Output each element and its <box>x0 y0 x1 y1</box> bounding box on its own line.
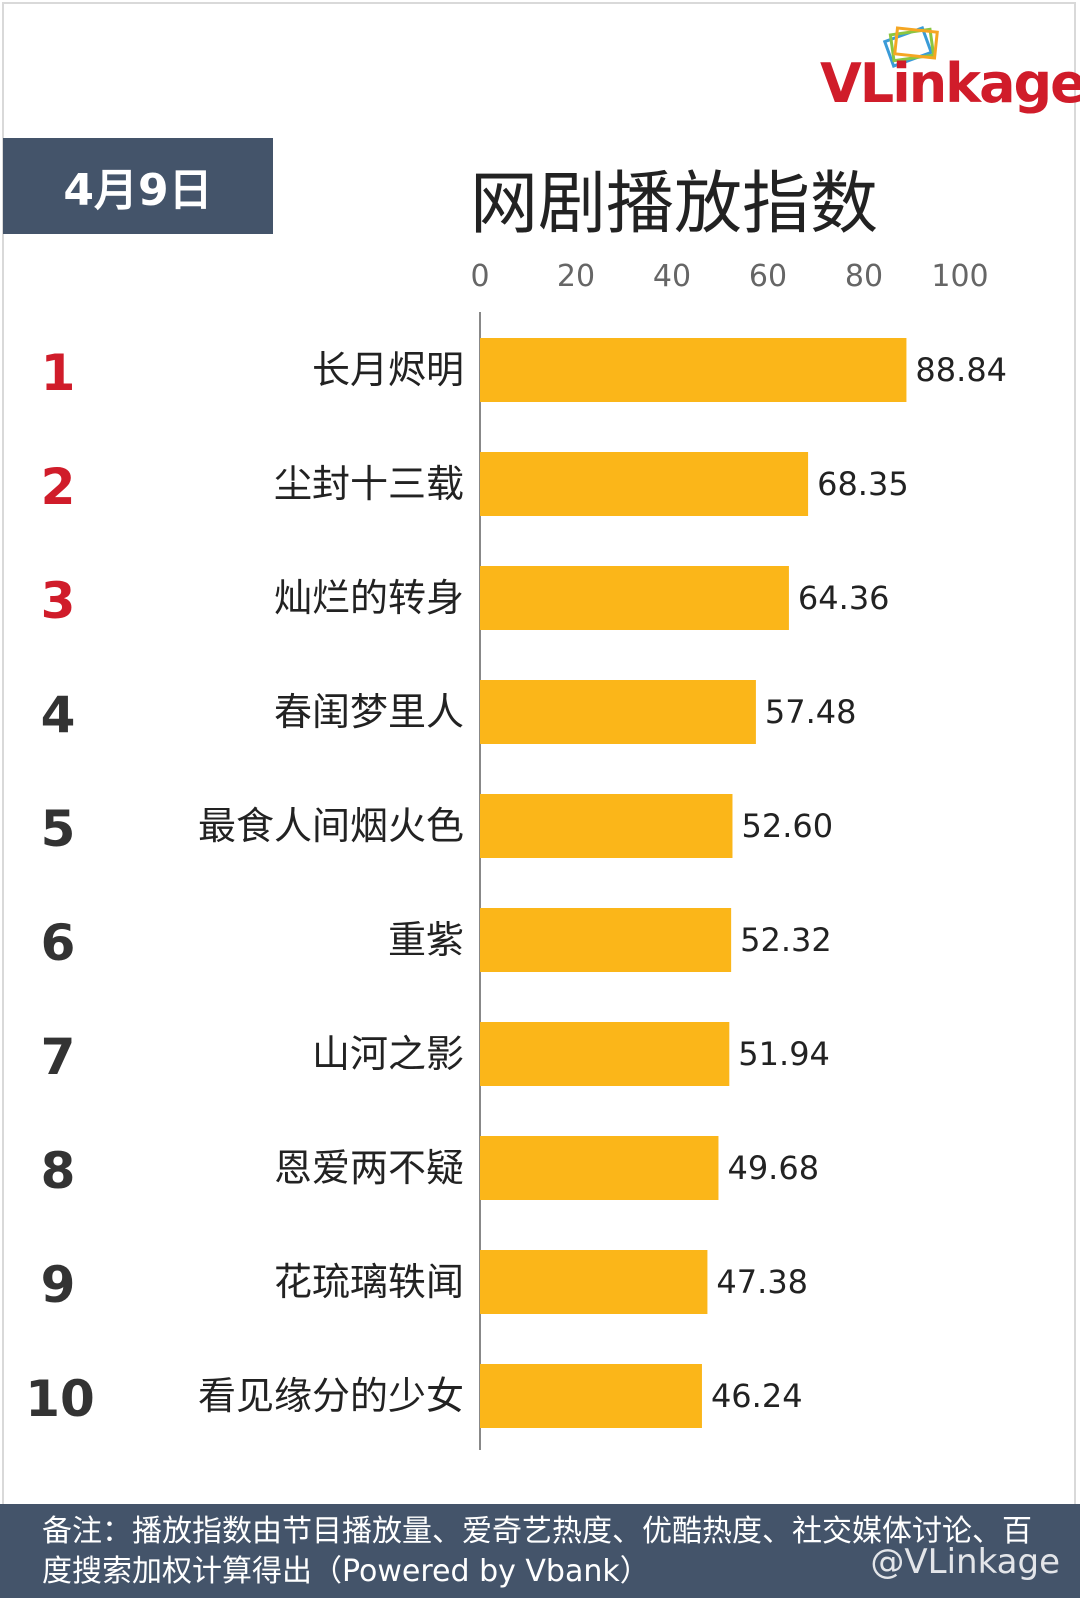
value-label: 52.60 <box>741 807 833 845</box>
category-label: 恩爱两不疑 <box>274 1146 464 1190</box>
chart-title: 网剧播放指数 <box>470 165 879 244</box>
value-label: 46.24 <box>711 1377 803 1415</box>
category-label: 最食人间烟火色 <box>198 804 464 848</box>
category-label: 重紫 <box>388 918 464 962</box>
value-label: 68.35 <box>817 465 909 503</box>
category-label: 山河之影 <box>312 1032 464 1076</box>
stacked-cards-icon <box>882 26 939 68</box>
category-label: 尘封十三载 <box>274 462 464 506</box>
bar <box>480 1136 719 1200</box>
value-label: 88.84 <box>915 351 1007 389</box>
rank-number: 8 <box>41 1142 76 1200</box>
value-label: 57.48 <box>765 693 857 731</box>
rank-number: 10 <box>25 1370 95 1428</box>
bar-chart: 0 20 40 60 80 100 1 长月烬明 88.84 2 尘封十三载 68.35 3 灿烂的转身 6… <box>25 259 1007 1450</box>
x-tick-label: 0 <box>470 259 489 294</box>
bar <box>480 338 907 402</box>
vlinkage-logo: VLinkage <box>820 20 1080 120</box>
value-label: 49.68 <box>727 1149 819 1187</box>
bar <box>480 794 733 858</box>
x-tick-label: 60 <box>749 259 787 294</box>
value-label: 64.36 <box>798 579 890 617</box>
category-label: 长月烬明 <box>312 348 464 392</box>
bar <box>480 908 732 972</box>
rank-number: 4 <box>41 686 76 744</box>
x-tick-label: 100 <box>931 259 988 294</box>
bar <box>480 1022 730 1086</box>
rank-number: 9 <box>41 1256 76 1314</box>
x-tick-label: 20 <box>557 259 595 294</box>
category-label: 看见缘分的少女 <box>198 1374 464 1418</box>
watermark: @VLinkage <box>870 1542 1060 1582</box>
footer-note: 备注：播放指数由节目播放量、爱奇艺热度、优酷热度、社交媒体讨论、百度搜索加权计算… <box>0 1504 1080 1598</box>
value-label: 51.94 <box>738 1035 830 1073</box>
bar <box>480 566 789 630</box>
bar <box>480 452 809 516</box>
rank-number: 6 <box>41 914 76 972</box>
x-tick-label: 40 <box>653 259 691 294</box>
value-label: 52.32 <box>740 921 832 959</box>
date-label: 4月9日 <box>63 165 213 216</box>
date-badge: 4月9日 <box>3 138 273 234</box>
rank-number: 2 <box>41 458 76 516</box>
rank-number: 5 <box>41 800 76 858</box>
category-label: 春闺梦里人 <box>274 690 464 734</box>
category-label: 灿烂的转身 <box>274 576 464 620</box>
x-tick-label: 80 <box>845 259 883 294</box>
bar <box>480 1364 702 1428</box>
logo-text: VLinkage <box>820 52 1080 115</box>
category-label: 花琉璃轶闻 <box>274 1260 464 1304</box>
footer-note-text: 备注：播放指数由节目播放量、爱奇艺热度、优酷热度、社交媒体讨论、百度搜索加权计算… <box>42 1514 1032 1589</box>
rank-number: 7 <box>41 1028 76 1086</box>
rank-number: 1 <box>41 344 76 402</box>
bar <box>480 1250 708 1314</box>
value-label: 47.38 <box>716 1263 808 1301</box>
rank-number: 3 <box>41 572 76 630</box>
bar <box>480 680 756 744</box>
